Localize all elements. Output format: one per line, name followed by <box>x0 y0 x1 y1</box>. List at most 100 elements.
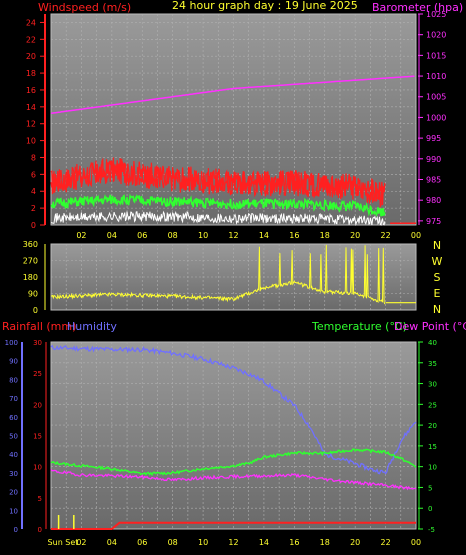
wind-tick-label: 10 <box>26 137 36 146</box>
humidity-label: Humidity <box>67 320 117 333</box>
dir-tick-label: 360 <box>23 240 38 249</box>
wind-tick-label: 0 <box>31 221 36 230</box>
rain-tick-label: 15 <box>33 433 42 441</box>
weather-x-tick-label: 06 <box>137 538 147 547</box>
weather-panel-axes: 0102030405060708090100051015202530-50510… <box>5 339 437 547</box>
baro-tick-label: 1010 <box>426 72 446 81</box>
baro-tick-label: 1015 <box>426 51 446 60</box>
baro-tick-label: 975 <box>426 217 441 226</box>
rain-tick-label: 30 <box>33 339 42 347</box>
wind-panel-series <box>50 75 416 227</box>
wind-x-tick-label: 04 <box>107 231 117 240</box>
dir-tick-label: 180 <box>23 273 38 282</box>
graph-title: 24 hour graph day : 19 June 2025 <box>172 0 358 12</box>
wind-x-tick-label: 22 <box>380 231 390 240</box>
wind-x-tick-label: 12 <box>228 231 238 240</box>
windspeed-title: Windspeed (m/s) <box>38 1 131 14</box>
compass-label: N <box>433 303 441 316</box>
baro-tick-label: 1000 <box>426 113 446 122</box>
wind-x-tick-label: 14 <box>259 231 269 240</box>
weather-x-tick-label: 10 <box>198 538 208 547</box>
compass-label: S <box>434 271 441 284</box>
weather-x-tick-label: 02 <box>76 538 86 547</box>
baro-tick-label: 985 <box>426 175 441 184</box>
rainfall-label: Rainfall (mm) <box>2 320 76 333</box>
temp-tick-label: 25 <box>428 401 437 409</box>
wind-tick-label: 6 <box>31 170 36 179</box>
wind-x-tick-label: 20 <box>350 231 360 240</box>
weather-x-tick-label: 04 <box>107 538 117 547</box>
temperature-series <box>50 448 417 477</box>
humidity-tick-label: 10 <box>9 507 18 515</box>
wind-tick-label: 22 <box>26 35 36 44</box>
wind-tick-label: 24 <box>26 18 36 27</box>
baro-tick-label: 995 <box>426 134 441 143</box>
wind-x-tick-label: 06 <box>137 231 147 240</box>
barometer-series <box>50 75 415 115</box>
compass-label: N <box>433 239 441 252</box>
humidity-tick-label: 70 <box>9 395 18 403</box>
weather-x-tick-label: 08 <box>168 538 178 547</box>
wind-tick-label: 12 <box>26 120 36 129</box>
wind-min-series <box>50 210 386 227</box>
humidity-tick-label: 20 <box>9 489 18 497</box>
baro-tick-label: 1025 <box>426 10 446 19</box>
rain-tick-label: 25 <box>33 370 42 378</box>
humidity-series <box>50 344 417 475</box>
humidity-tick-label: 40 <box>9 451 18 459</box>
temp-tick-label: 20 <box>428 422 437 430</box>
weather-x-tick-label: 14 <box>259 538 269 547</box>
direction-panel-series <box>50 244 416 305</box>
weather-x-tick-label: 20 <box>350 538 360 547</box>
temperature-label: Temperature (°C) <box>311 320 407 333</box>
humidity-tick-label: 90 <box>9 358 18 366</box>
barometer-title: Barometer (hpa) <box>372 1 463 14</box>
wind-tick-label: 8 <box>31 153 36 162</box>
weather-x-tick-label: 18 <box>320 538 330 547</box>
direction-panel-grid <box>51 244 416 310</box>
dir-tick-label: 90 <box>28 290 38 299</box>
humidity-tick-label: 100 <box>5 339 18 347</box>
humidity-tick-label: 50 <box>9 433 18 441</box>
temp-tick-label: 35 <box>428 360 437 368</box>
wind-x-tick-label: 18 <box>320 231 330 240</box>
humidity-tick-label: 30 <box>9 470 18 478</box>
wind-x-tick-label: 10 <box>198 231 208 240</box>
temp-tick-label: 10 <box>428 464 437 472</box>
humidity-tick-label: 0 <box>14 526 18 534</box>
wind-x-tick-label: 08 <box>168 231 178 240</box>
baro-tick-label: 980 <box>426 196 441 205</box>
dir-tick-label: 0 <box>33 306 38 315</box>
baro-tick-label: 1005 <box>426 93 446 102</box>
temp-tick-label: 40 <box>428 339 437 347</box>
weather-x-tick-label: 12 <box>228 538 238 547</box>
baro-tick-label: 1020 <box>426 31 446 40</box>
wind-avg-series <box>50 193 386 217</box>
wind-tick-label: 18 <box>26 69 36 78</box>
wind-tick-label: 4 <box>31 187 36 196</box>
dewpoint-label: Dew Point (°C) <box>394 320 466 333</box>
compass-label: W <box>432 255 443 268</box>
wind-x-tick-label: 00 <box>411 231 421 240</box>
temp-tick-label: 0 <box>428 505 432 513</box>
rain-tick-label: 10 <box>33 464 42 472</box>
dir-tick-label: 270 <box>23 257 38 266</box>
wind-direction-series <box>50 244 386 305</box>
baro-tick-label: 990 <box>426 155 441 164</box>
rain-tick-label: 20 <box>33 401 42 409</box>
wind-x-tick-label: 02 <box>76 231 86 240</box>
temp-tick-label: -5 <box>428 526 435 534</box>
weather-x-tick-label: 16 <box>289 538 299 547</box>
weather-x-tick-label: 22 <box>380 538 390 547</box>
wind-tick-label: 16 <box>26 86 36 95</box>
wind-tick-label: 14 <box>26 103 36 112</box>
weather-panel-series <box>50 344 417 530</box>
wind-gust-series <box>50 157 386 206</box>
wind-panel-axes: 0246810121416182022249759809859909951000… <box>26 10 447 240</box>
wind-x-tick-label: 16 <box>289 231 299 240</box>
humidity-tick-label: 80 <box>9 376 18 384</box>
humidity-tick-label: 60 <box>9 414 18 422</box>
